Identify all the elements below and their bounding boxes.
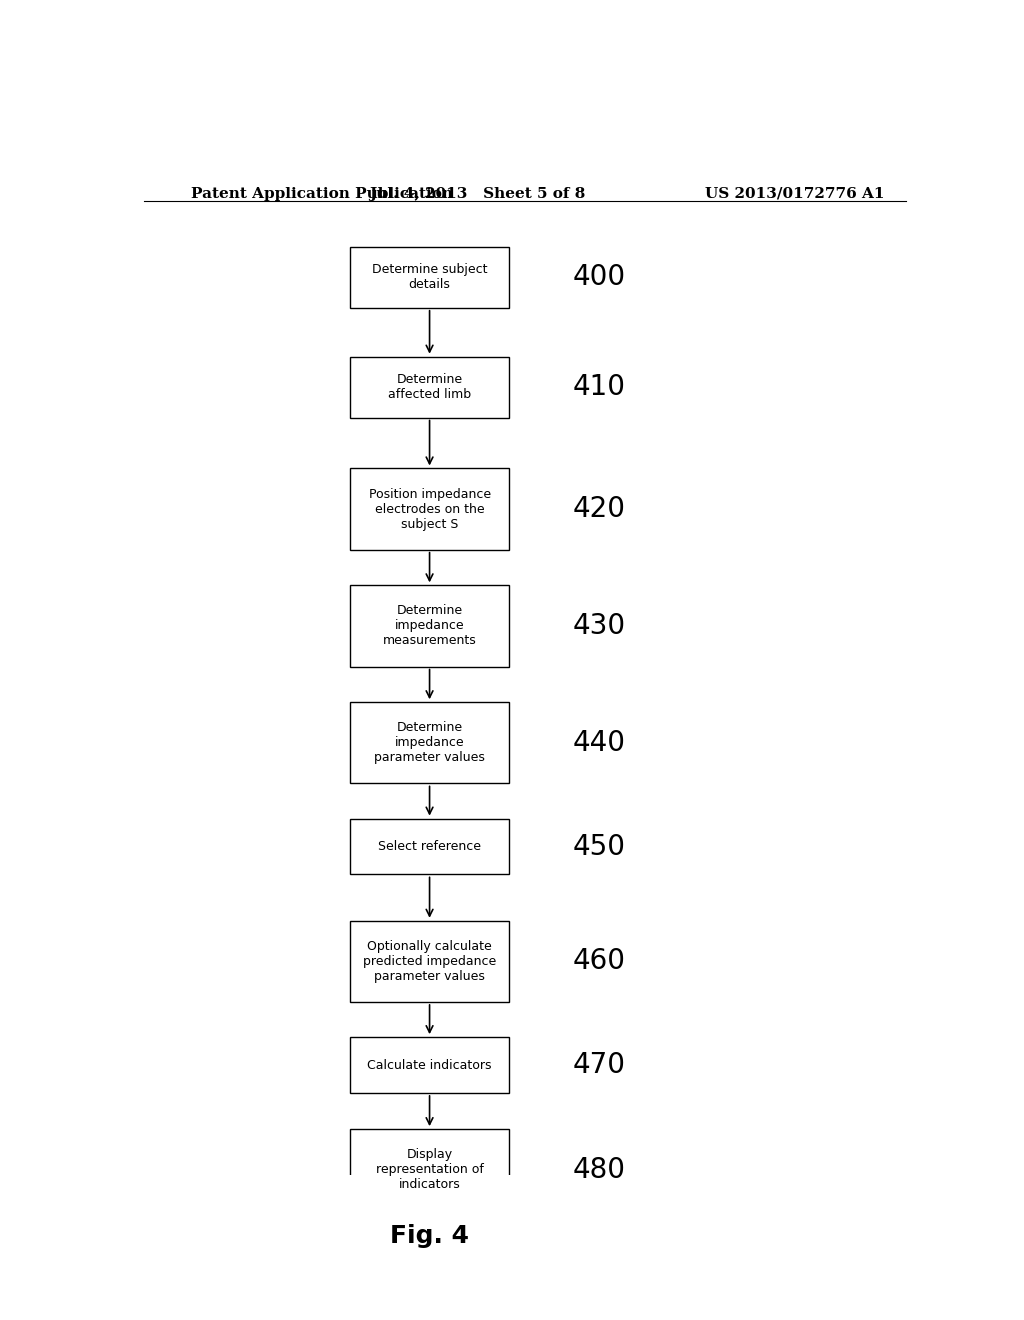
Text: Position impedance
electrodes on the
subject S: Position impedance electrodes on the sub… <box>369 487 490 531</box>
Text: 440: 440 <box>572 729 626 756</box>
Text: Determine
impedance
parameter values: Determine impedance parameter values <box>374 721 485 764</box>
Text: 460: 460 <box>572 948 626 975</box>
Bar <box>350 585 509 667</box>
Bar <box>350 702 509 784</box>
Bar <box>350 921 509 1002</box>
Bar <box>350 1129 509 1210</box>
Text: Jul. 4, 2013   Sheet 5 of 8: Jul. 4, 2013 Sheet 5 of 8 <box>369 187 586 201</box>
Bar <box>350 247 509 308</box>
Text: US 2013/0172776 A1: US 2013/0172776 A1 <box>705 187 885 201</box>
Text: Calculate indicators: Calculate indicators <box>368 1059 492 1072</box>
Text: Fig. 4: Fig. 4 <box>390 1224 469 1247</box>
Text: 480: 480 <box>572 1156 626 1184</box>
Text: Determine
affected limb: Determine affected limb <box>388 374 471 401</box>
Text: Determine subject
details: Determine subject details <box>372 263 487 292</box>
Text: Determine
impedance
measurements: Determine impedance measurements <box>383 605 476 647</box>
Bar <box>350 356 509 417</box>
Bar <box>350 469 509 549</box>
Text: 430: 430 <box>572 612 626 640</box>
Text: 470: 470 <box>572 1051 626 1078</box>
Text: Optionally calculate
predicted impedance
parameter values: Optionally calculate predicted impedance… <box>362 940 497 983</box>
Text: 400: 400 <box>572 263 626 292</box>
Bar <box>350 818 509 874</box>
Text: Select reference: Select reference <box>378 840 481 853</box>
Text: 450: 450 <box>572 833 626 861</box>
Bar <box>350 1038 509 1093</box>
Text: 410: 410 <box>572 374 626 401</box>
Text: 420: 420 <box>572 495 626 523</box>
Text: Patent Application Publication: Patent Application Publication <box>191 187 454 201</box>
Text: Display
representation of
indicators: Display representation of indicators <box>376 1148 483 1191</box>
